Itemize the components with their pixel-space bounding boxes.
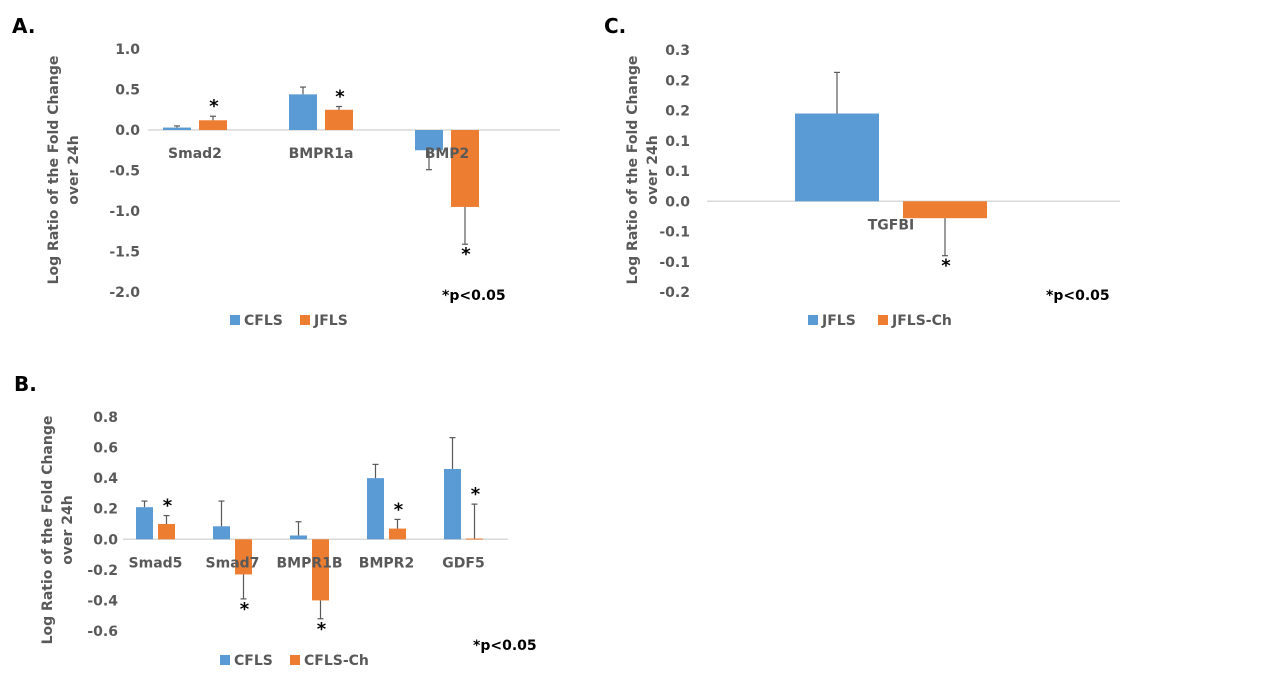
panel-a-y-tick-label: 0.5 xyxy=(115,83,140,99)
panel-a-category-label: BMPR1a xyxy=(289,146,354,162)
panel-b-y-tick-label: 0.6 xyxy=(93,441,118,457)
panel-b-bar-cfls xyxy=(290,535,307,540)
panel-b-category-label: GDF5 xyxy=(442,555,484,571)
panel-a-bar-cfls xyxy=(163,127,191,130)
panel-b-y-tick-label: 0.0 xyxy=(93,532,118,548)
panel-b-bar-cfls-ch xyxy=(389,528,406,540)
panel-c-y-tick-label: -0.1 xyxy=(659,225,690,241)
panel-b-legend-label-cfls: CFLS xyxy=(234,653,273,669)
panel-b-y-tick-label: -0.6 xyxy=(87,624,118,640)
panel-b-y-tick-label: -0.2 xyxy=(87,563,118,579)
panel-b-bar-cfls xyxy=(367,478,384,540)
panel-a-bar-jfls xyxy=(199,120,227,130)
panel-a-y-tick-label: -1.0 xyxy=(109,204,140,220)
panel-a-y-tick-label: -1.5 xyxy=(109,245,140,261)
panel-a-y-tick-label: -2.0 xyxy=(109,285,140,301)
panel-c-y-tick-label: -0.2 xyxy=(659,285,690,301)
panel-c-legend-swatch-jfls xyxy=(808,315,818,325)
panel-c-legend-label-jfls: JFLS xyxy=(821,313,856,329)
panel-b-legend-swatch-cfls-ch xyxy=(290,655,300,665)
panel-a-legend-label-cfls: CFLS xyxy=(244,313,283,329)
panel-c-y-axis-title-line2: over 24h xyxy=(645,135,661,204)
panel-a-y-tick-label: 1.0 xyxy=(115,42,140,58)
panel-c-significance-note: *p<0.05 xyxy=(1046,288,1110,304)
panel-b-bar-cfls xyxy=(213,526,230,540)
panel-b-significance-marker: * xyxy=(394,499,404,520)
panel-b-legend-swatch-cfls xyxy=(220,655,230,665)
panel-a-legend-label-jfls: JFLS xyxy=(313,313,348,329)
panel-b-significance-marker: * xyxy=(163,496,173,517)
panel-c-y-tick-label: 0.2 xyxy=(665,73,690,89)
panel-c-y-tick-label: 0.1 xyxy=(665,134,690,150)
panel-b-significance-note: *p<0.05 xyxy=(473,638,537,654)
panel-a-significance-marker: * xyxy=(209,96,219,117)
panel-c-y-axis-title-line1: Log Ratio of the Fold Change xyxy=(625,56,641,285)
panel-b-y-axis-title-line1: Log Ratio of the Fold Change xyxy=(40,416,56,645)
panel-b-significance-marker: * xyxy=(471,484,481,505)
panel-a-category-label: BMP2 xyxy=(425,146,470,162)
panel-b-category-label: BMPR2 xyxy=(359,555,414,571)
panel-b-category-label: Smad7 xyxy=(206,555,260,571)
panel-c-y-tick-label: 0.2 xyxy=(665,104,690,120)
panel-b-bar-cfls-ch xyxy=(158,524,175,540)
panel-a-bar-jfls xyxy=(451,130,479,207)
panel-a-bar-cfls xyxy=(289,94,317,130)
panel-b-significance-marker: * xyxy=(240,599,250,620)
panel-c-y-tick-label: 0.1 xyxy=(665,164,690,180)
panel-b-bar-cfls-ch xyxy=(312,539,329,601)
panel-a-legend-swatch-cfls xyxy=(230,315,240,325)
panel-c-legend-label-jfls-ch: JFLS-Ch xyxy=(891,313,952,329)
panel-b-bar-cfls-ch xyxy=(466,538,483,540)
panel-b-legend-label-cfls-ch: CFLS-Ch xyxy=(304,653,369,669)
panel-a-y-tick-label: -0.5 xyxy=(109,164,140,180)
panel-c-bar-jfls xyxy=(795,113,879,202)
panel-c-bar-jfls-ch xyxy=(903,201,987,219)
panel-b-y-tick-label: 0.4 xyxy=(93,471,118,487)
panel-c-y-tick-label: 0.0 xyxy=(665,194,690,210)
panel-c-significance-marker: * xyxy=(941,256,951,277)
panel-c-y-tick-label: -0.1 xyxy=(659,255,690,271)
panel-a-y-axis-title-line2: over 24h xyxy=(66,135,82,204)
panel-a-significance-marker: * xyxy=(461,244,471,265)
panel-b-category-label: BMPR1B xyxy=(276,555,342,571)
panel-a-significance-note: *p<0.05 xyxy=(442,288,506,304)
panel-b-y-axis-title-line2: over 24h xyxy=(60,495,76,564)
panel-b-significance-marker: * xyxy=(317,619,327,640)
panel-b-bar-cfls-ch xyxy=(235,539,252,575)
panel-b-category-label: Smad5 xyxy=(129,555,183,571)
panel-label-b: B. xyxy=(14,372,37,396)
panel-a-bar-jfls xyxy=(325,109,353,130)
panel-c-legend-swatch-jfls-ch xyxy=(878,315,888,325)
panel-c-y-tick-label: 0.3 xyxy=(665,43,690,59)
panel-c-category-label: TGFBI xyxy=(868,217,914,233)
panel-label-a: A. xyxy=(12,14,36,38)
panel-a-y-tick-label: 0.0 xyxy=(115,123,140,139)
panel-a-category-label: Smad2 xyxy=(168,146,222,162)
panel-a-significance-marker: * xyxy=(335,87,345,108)
panel-a-bar-cfls xyxy=(415,130,443,151)
panel-b-y-tick-label: -0.4 xyxy=(87,593,118,609)
panel-b-y-tick-label: 0.2 xyxy=(93,502,118,518)
panel-b-bar-cfls xyxy=(444,468,461,540)
panel-label-c: C. xyxy=(604,14,627,38)
panel-b-y-tick-label: 0.8 xyxy=(93,410,118,426)
panel-b-bar-cfls xyxy=(136,507,153,540)
panel-a-legend-swatch-jfls xyxy=(300,315,310,325)
panel-a-y-axis-title-line1: Log Ratio of the Fold Change xyxy=(46,56,62,285)
